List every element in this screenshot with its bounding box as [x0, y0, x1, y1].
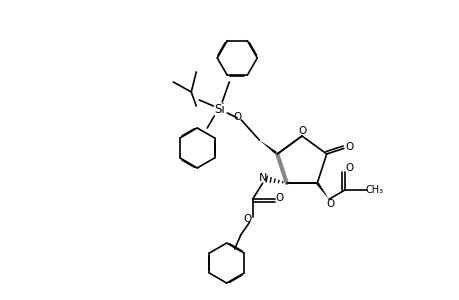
Polygon shape — [259, 140, 278, 155]
Text: Si: Si — [213, 103, 224, 116]
Text: O: O — [243, 214, 251, 224]
Text: O: O — [325, 199, 333, 209]
Text: O: O — [298, 126, 307, 136]
Text: N: N — [258, 173, 266, 183]
Text: O: O — [345, 142, 353, 152]
Text: O: O — [275, 193, 283, 203]
Text: CH₃: CH₃ — [365, 185, 383, 195]
Text: O: O — [233, 112, 241, 122]
Polygon shape — [315, 182, 328, 199]
Text: O: O — [345, 163, 353, 173]
